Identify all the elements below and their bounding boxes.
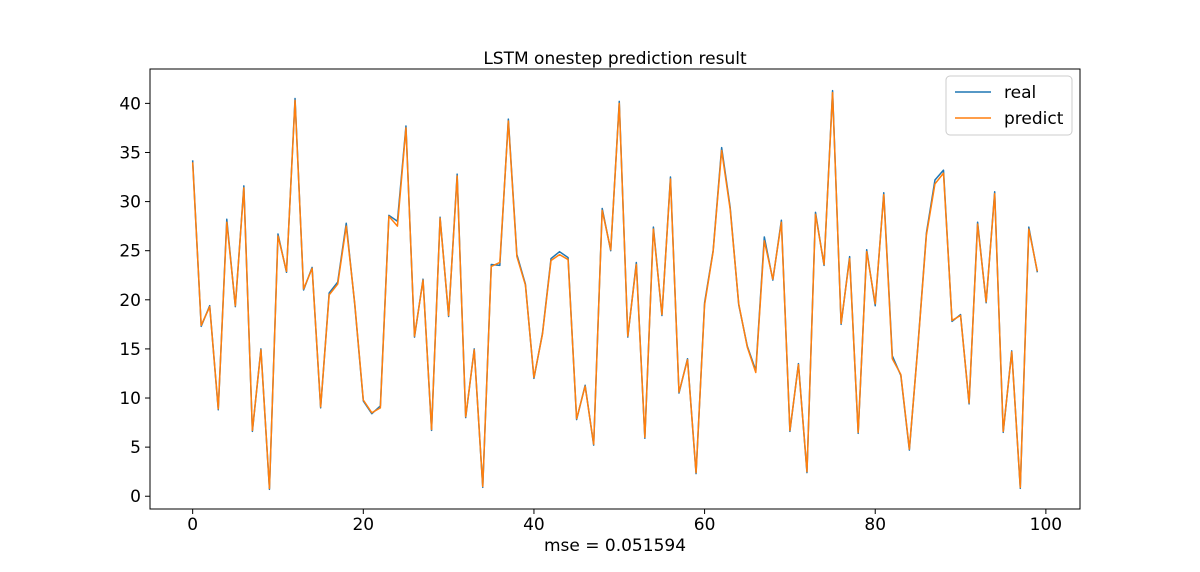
y-tick-label: 20 <box>119 291 141 311</box>
legend-label-predict: predict <box>1004 109 1064 129</box>
x-tick-label: 100 <box>1030 515 1062 535</box>
series-line-predict <box>191 91 1039 490</box>
chart-title: LSTM onestep prediction result <box>483 49 747 69</box>
y-tick-label: 30 <box>119 193 141 213</box>
plot-frame <box>149 68 1081 510</box>
x-tick-label: 60 <box>694 515 716 535</box>
legend-box <box>945 75 1073 136</box>
y-tick-label: 0 <box>130 487 141 507</box>
y-tick-label: 5 <box>130 438 141 458</box>
x-tick-label: 40 <box>523 515 545 535</box>
y-tick-label: 35 <box>119 143 141 163</box>
series-lines <box>191 89 1039 491</box>
legend: real predict <box>945 75 1073 136</box>
y-tick-label: 40 <box>119 94 141 114</box>
y-tick-label: 10 <box>119 389 141 409</box>
x-tick-label: 20 <box>352 515 374 535</box>
y-tick-label: 25 <box>119 242 141 262</box>
y-axis: 0 5 10 15 20 25 30 35 40 <box>119 94 150 507</box>
x-axis-label: mse = 0.051594 <box>544 536 686 556</box>
y-tick-label: 15 <box>119 340 141 360</box>
x-axis: 0 20 40 60 80 100 <box>187 509 1062 535</box>
x-tick-label: 0 <box>187 515 198 535</box>
legend-label-real: real <box>1004 83 1036 103</box>
plot-area <box>150 69 1080 509</box>
x-tick-label: 80 <box>864 515 886 535</box>
